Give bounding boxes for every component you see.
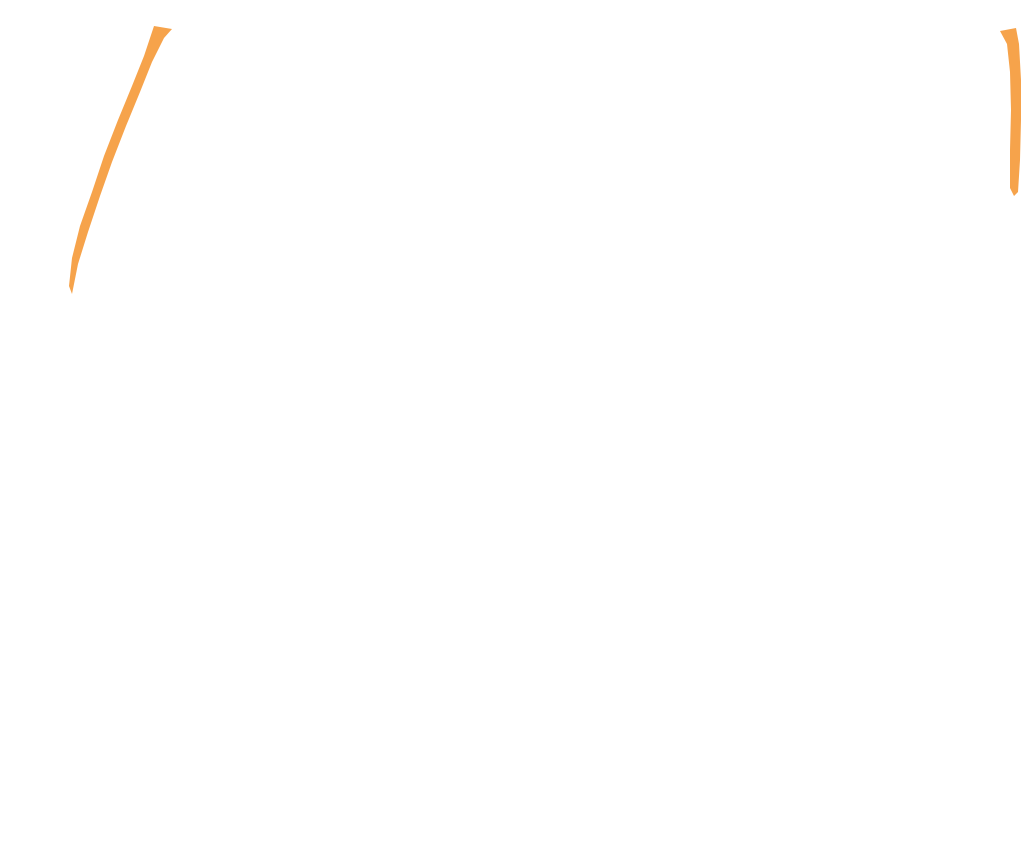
brush-stroke-right [1000, 28, 1021, 196]
